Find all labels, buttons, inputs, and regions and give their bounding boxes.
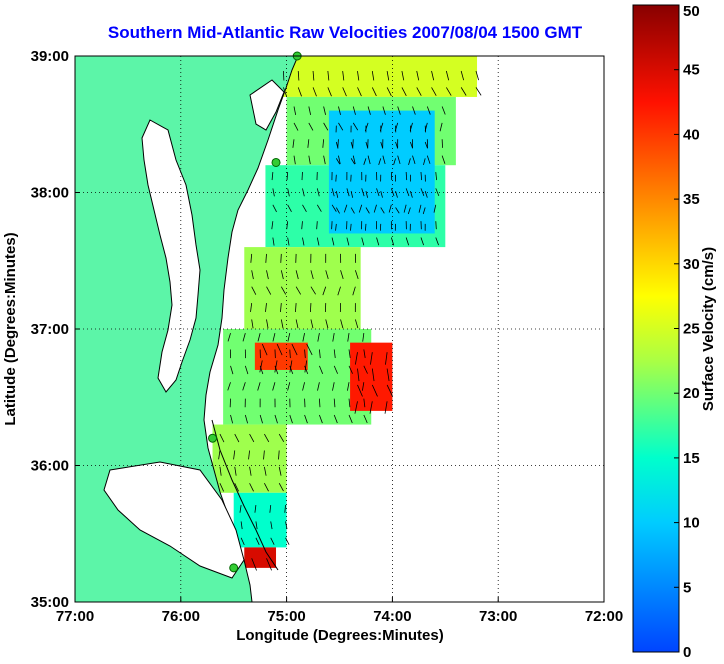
x-tick-label: 73:00 xyxy=(479,608,517,625)
colorbar-tick-label: 30 xyxy=(683,256,700,273)
y-tick-label: 39:00 xyxy=(31,48,69,65)
velocity-vector xyxy=(310,303,311,312)
x-tick-label: 75:00 xyxy=(267,608,305,625)
velocity-vector xyxy=(365,224,366,231)
colorbar-tick-label: 5 xyxy=(683,579,691,596)
y-tick-label: 35:00 xyxy=(31,594,69,611)
x-tick-label: 74:00 xyxy=(373,608,411,625)
radar-station-marker xyxy=(272,158,280,166)
colorbar-tick-label: 15 xyxy=(683,450,700,467)
radar-station-marker xyxy=(209,434,217,442)
y-axis-label: Latitude (Degrees:Minutes) xyxy=(2,232,19,425)
y-axis-ticks: 35:00 36:00 37:00 38:00 39:00 xyxy=(31,48,80,611)
colorbar: 0 5 10 15 20 25 30 35 40 45 50 Surface Velocity (c… xyxy=(633,3,717,659)
colorbar-label: Surface Velocity (cm/s) xyxy=(700,247,717,411)
x-axis-label: Longitude (Degrees:Minutes) xyxy=(236,627,444,644)
velocity-vector xyxy=(336,175,337,182)
velocity-vector xyxy=(406,172,407,180)
velocity-cell xyxy=(350,343,392,411)
chart-title: Southern Mid-Atlantic Raw Velocities 200… xyxy=(108,23,583,42)
velocity-vector xyxy=(353,139,354,148)
colorbar-tick-label: 0 xyxy=(683,644,691,659)
velocity-vector xyxy=(281,254,282,263)
velocity-cell xyxy=(244,547,276,567)
y-tick-label: 36:00 xyxy=(31,458,69,475)
y-tick-label: 38:00 xyxy=(31,185,69,202)
colorbar-tick-label: 35 xyxy=(683,191,700,208)
velocity-cell xyxy=(255,343,308,370)
velocity-cell xyxy=(329,111,435,234)
colorbar-tick-label: 20 xyxy=(683,385,700,402)
x-tick-label: 72:00 xyxy=(585,608,623,625)
colorbar-tick-label: 25 xyxy=(683,321,700,338)
x-tick-label: 76:00 xyxy=(162,608,200,625)
colorbar-tick-label: 50 xyxy=(683,3,700,20)
colorbar-tick-label: 10 xyxy=(683,515,700,532)
y-tick-label: 37:00 xyxy=(31,321,69,338)
colorbar-gradient xyxy=(633,5,679,652)
velocity-vector xyxy=(436,221,437,229)
velocity-cell xyxy=(244,247,360,329)
colorbar-tick-label: 40 xyxy=(683,126,700,143)
colorbar-tick-label: 45 xyxy=(683,62,700,79)
radar-station-marker xyxy=(230,564,238,572)
velocity-cell xyxy=(276,56,477,97)
